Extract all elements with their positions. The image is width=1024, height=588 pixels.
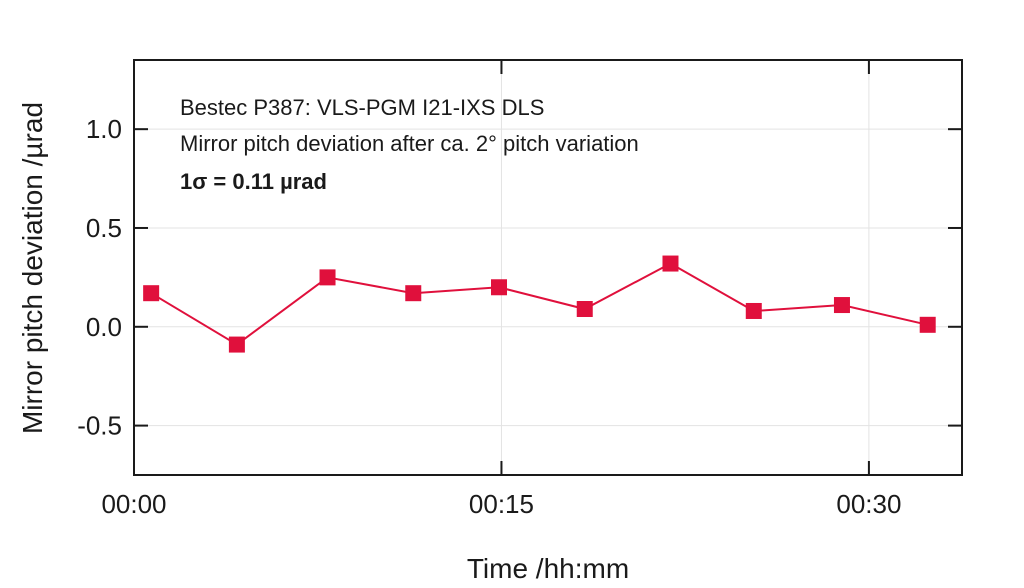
series-line (150, 262, 928, 346)
x-tick-label: 00:15 (469, 489, 534, 519)
x-tick-label: 00:30 (836, 489, 901, 519)
grid-lines (133, 60, 962, 475)
y-tick-label: 0.5 (86, 213, 122, 243)
tick-labels: 1.0 0.5 0.0 -0.5 00:00 00:15 00:30 (77, 114, 901, 519)
data-point-marker (319, 269, 336, 286)
annotation-line-2: Mirror pitch deviation after ca. 2° pitc… (180, 131, 639, 156)
axis-ticks (133, 60, 962, 475)
y-tick-label: 0.0 (86, 312, 122, 342)
data-point-marker (405, 285, 422, 302)
plot-frame (133, 59, 963, 476)
x-axis-title: Time /hh:mm (467, 553, 629, 584)
data-point-marker (833, 297, 850, 314)
data-point-marker (662, 255, 679, 272)
annotation-line-3: 1σ = 0.11 µrad (180, 169, 327, 194)
data-point-marker (491, 279, 508, 296)
y-tick-label: -0.5 (77, 411, 122, 441)
y-axis-title: Mirror pitch deviation /µrad (17, 102, 48, 434)
annotation-line-1: Bestec P387: VLS-PGM I21-IXS DLS (180, 95, 544, 120)
data-point-marker (745, 302, 762, 319)
y-tick-label: 1.0 (86, 114, 122, 144)
data-series (143, 255, 936, 353)
x-tick-label: 00:00 (101, 489, 166, 519)
data-point-marker (919, 316, 936, 333)
data-point-marker (576, 301, 593, 317)
data-point-marker (228, 336, 245, 353)
data-point-marker (143, 285, 160, 302)
